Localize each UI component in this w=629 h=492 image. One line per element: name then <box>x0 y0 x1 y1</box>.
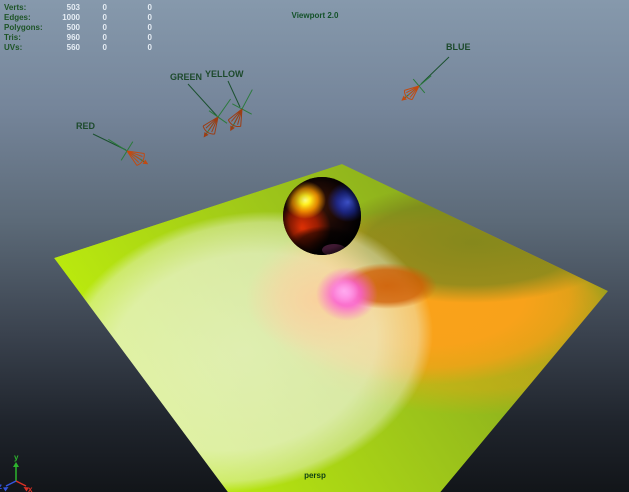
hud-value-col3: 0 <box>147 43 152 52</box>
annotation-lines <box>92 56 450 151</box>
sphere-rim-shading <box>283 177 361 255</box>
renderer-label: Viewport 2.0 <box>291 11 339 20</box>
hud-value-col2: 0 <box>102 33 107 42</box>
poly-count-hud: Verts: 503 0 0 Edges: 1000 0 0 Polygons:… <box>4 3 152 53</box>
hud-row-verts: Verts: 503 0 0 <box>4 3 152 13</box>
hud-value: 560 <box>66 43 80 52</box>
light-label-blue[interactable]: BLUE <box>446 42 471 52</box>
spotlight-green-icon[interactable] <box>195 93 240 144</box>
hud-value: 1000 <box>62 13 80 22</box>
hud-value: 500 <box>66 23 80 32</box>
hud-value-col3: 0 <box>147 23 152 32</box>
axis-gizmo: y x z <box>0 453 33 492</box>
axis-y-label: y <box>14 453 19 462</box>
spotlight-yellow-icon[interactable] <box>221 84 262 136</box>
light-label-red[interactable]: RED <box>76 121 96 131</box>
pink-hotspot-core <box>329 278 359 304</box>
hud-row-uvs: UVs: 560 0 0 <box>4 43 152 53</box>
spotlight-red-icon[interactable] <box>103 130 155 174</box>
hud-value-col2: 0 <box>102 13 107 22</box>
light-label-yellow[interactable]: YELLOW <box>205 69 244 79</box>
hud-label: Verts: <box>4 3 27 12</box>
light-label-green[interactable]: GREEN <box>170 72 203 82</box>
hud-value-col3: 0 <box>147 13 152 22</box>
hud-value-col2: 0 <box>102 43 107 52</box>
hud-row-polygons: Polygons: 500 0 0 <box>4 23 152 33</box>
axis-z-label: z <box>0 482 2 491</box>
hud-value-col2: 0 <box>102 3 107 12</box>
hud-label: UVs: <box>4 43 23 52</box>
hud-row-tris: Tris: 960 0 0 <box>4 33 152 43</box>
spotlight-blue-icon[interactable] <box>396 69 437 108</box>
hud-label: Tris: <box>4 33 21 42</box>
hud-value-col3: 0 <box>147 3 152 12</box>
hud-value-col2: 0 <box>102 23 107 32</box>
shiny-sphere[interactable] <box>271 177 369 264</box>
axis-x-label: x <box>28 485 33 492</box>
hud-label: Edges: <box>4 13 31 22</box>
camera-label: persp <box>304 471 326 480</box>
hud-label: Polygons: <box>4 23 43 32</box>
hud-value: 960 <box>66 33 80 42</box>
hud-value: 503 <box>66 3 80 12</box>
hud-row-edges: Edges: 1000 0 0 <box>4 13 152 23</box>
hud-value-col3: 0 <box>147 33 152 42</box>
